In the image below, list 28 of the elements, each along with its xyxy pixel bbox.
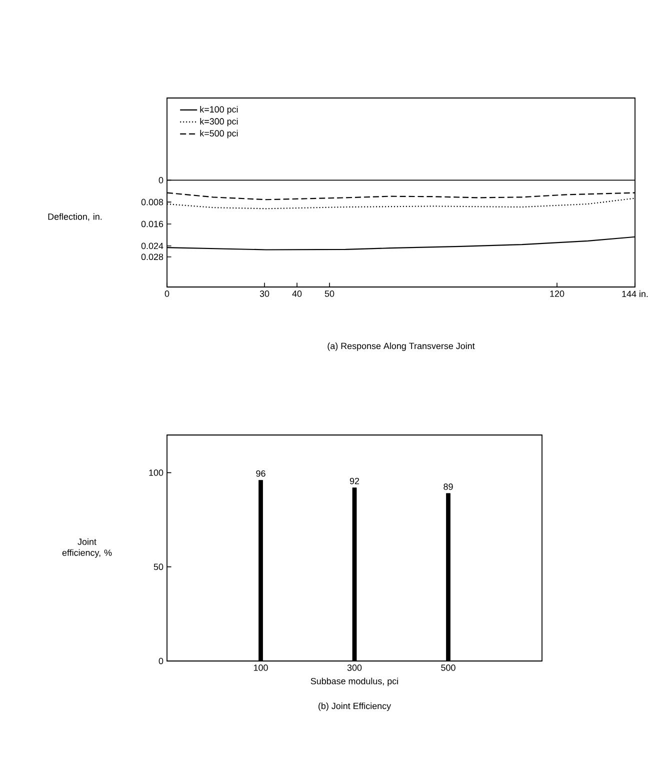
y-tick-label: 0.016 [141, 220, 164, 228]
y-tick-label: 0 [158, 658, 164, 664]
legend-label: k=500 pci [200, 130, 238, 138]
data-label: 89 [444, 484, 453, 490]
y-tick-label: 0 [158, 176, 164, 184]
legend-label: k=100 pci [200, 106, 238, 114]
data-label: 92 [350, 478, 360, 484]
text: (b) Joint Efficiency [318, 702, 392, 711]
x-tick-label: 50 [324, 290, 334, 297]
x-tick-label: 500 [441, 664, 456, 671]
y-tick-label: 0.028 [141, 254, 164, 260]
x-tick-label: 144 in. [622, 290, 648, 298]
y-tick-label: 50 [154, 564, 164, 570]
y-tick-label: 0.024 [141, 242, 164, 250]
y-tick-label: 0.008 [141, 198, 164, 206]
x-tick-label: 120 [550, 290, 564, 297]
x-tick-label: 0 [164, 290, 170, 297]
x-tick-label: 40 [292, 290, 302, 297]
data-label: 96 [256, 470, 266, 477]
x-tick-label: 30 [260, 290, 270, 297]
y-axis-title: Deflection, in. [48, 213, 102, 221]
x-tick-label: 100 [254, 664, 268, 671]
legend-label: k=300 pci [200, 118, 238, 126]
y-tick-label: 100 [149, 469, 164, 476]
x-axis-title: Subbase modulus, pci [310, 678, 398, 686]
text: (a) Response Along Transverse Joint [328, 342, 475, 351]
x-tick-label: 300 [347, 664, 362, 671]
y-axis-title: Joint efficiency, % [62, 538, 112, 558]
